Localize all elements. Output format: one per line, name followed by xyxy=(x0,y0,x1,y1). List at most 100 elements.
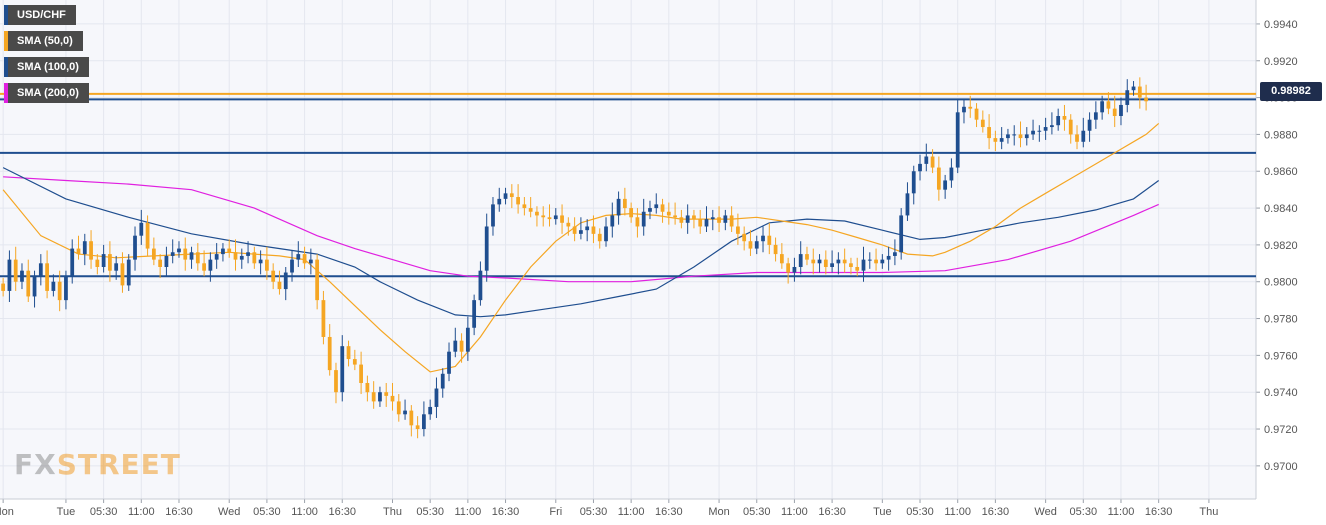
candle-body xyxy=(440,373,445,389)
candle-body xyxy=(729,215,734,227)
candle-body xyxy=(817,259,822,264)
candle-body xyxy=(491,204,495,227)
candle-body xyxy=(296,254,301,260)
candle-body xyxy=(723,215,728,223)
y-tick-label: 0.9820 xyxy=(1264,240,1298,252)
x-tick-label: 05:30 xyxy=(906,506,934,518)
candle-body xyxy=(51,281,56,291)
candle-body xyxy=(779,254,784,264)
candle-body xyxy=(629,208,634,218)
candle-body xyxy=(648,208,652,212)
y-tick-label: 0.9760 xyxy=(1264,350,1298,362)
candle-body xyxy=(1125,90,1130,105)
candle-body xyxy=(271,270,276,282)
legend-label-sma100: SMA (100,0) xyxy=(17,61,79,73)
candle-body xyxy=(610,215,615,227)
candle-body xyxy=(943,180,948,190)
candle-body xyxy=(459,340,464,352)
candle-body xyxy=(616,198,621,216)
candle-body xyxy=(221,248,225,255)
candle-body xyxy=(321,300,326,337)
candle-body xyxy=(1062,116,1067,120)
candle-body xyxy=(315,259,320,301)
candle-body xyxy=(378,392,382,402)
candle-body xyxy=(1068,119,1073,135)
candle-body xyxy=(258,259,263,264)
candle-body xyxy=(246,252,250,256)
candle-body xyxy=(1100,101,1105,113)
candle-body xyxy=(849,263,853,267)
x-tick-label: 11:00 xyxy=(781,506,808,518)
legend-item-usdchf[interactable]: USD/CHF xyxy=(4,5,76,25)
candle-body xyxy=(1,283,6,291)
x-tick-label: 05:30 xyxy=(416,506,444,518)
y-tick-label: 0.9860 xyxy=(1264,166,1298,178)
candle-body xyxy=(139,222,144,236)
candle-body xyxy=(987,127,991,139)
candle-body xyxy=(535,211,539,216)
x-tick-label: 11:00 xyxy=(455,506,482,518)
candle-body xyxy=(352,359,357,365)
candle-body xyxy=(189,252,194,260)
candle-body xyxy=(422,414,426,430)
legend: USD/CHF SMA (50,0) SMA (100,0) SMA (200,… xyxy=(4,5,89,109)
y-tick-label: 0.9740 xyxy=(1264,387,1298,399)
legend-label-usdchf: USD/CHF xyxy=(17,9,66,21)
legend-swatch-sma100 xyxy=(4,57,8,77)
candle-body xyxy=(177,248,181,253)
x-tick-label: 05:30 xyxy=(743,506,771,518)
x-tick-label: Fri xyxy=(549,506,562,518)
y-tick-label: 0.9780 xyxy=(1264,314,1298,326)
candle-body xyxy=(334,370,338,393)
candle-body xyxy=(579,230,583,234)
candle-body xyxy=(1006,134,1010,139)
candle-body xyxy=(403,410,407,415)
candle-body xyxy=(503,193,508,199)
candle-body xyxy=(955,112,960,168)
candle-body xyxy=(880,259,885,264)
candle-body xyxy=(409,410,414,426)
candle-body xyxy=(453,340,458,352)
candle-body xyxy=(836,259,841,264)
y-tick-label: 0.9920 xyxy=(1264,56,1298,68)
candle-body xyxy=(666,211,671,216)
candle-body xyxy=(1112,108,1117,117)
x-tick-label: Tue xyxy=(57,506,76,518)
candle-body xyxy=(1012,134,1017,136)
candle-body xyxy=(227,248,232,253)
candle-body xyxy=(1056,116,1061,126)
legend-item-sma200[interactable]: SMA (200,0) xyxy=(4,83,89,103)
watermark-fx: FX xyxy=(14,448,57,481)
candle-body xyxy=(867,259,872,261)
legend-label-sma50: SMA (50,0) xyxy=(17,35,73,47)
legend-item-sma100[interactable]: SMA (100,0) xyxy=(4,57,89,77)
x-tick-label: 16:30 xyxy=(982,506,1010,518)
candle-body xyxy=(277,281,282,290)
candle-body xyxy=(183,248,188,260)
candle-body xyxy=(980,119,985,128)
candle-body xyxy=(214,254,219,260)
candle-body xyxy=(13,259,18,282)
candle-body xyxy=(283,272,288,290)
candle-body xyxy=(823,259,828,267)
candle-body xyxy=(164,255,169,267)
candle-body xyxy=(710,217,715,220)
legend-item-sma50[interactable]: SMA (50,0) xyxy=(4,31,83,51)
candle-body xyxy=(38,263,43,277)
candle-body xyxy=(962,106,966,113)
candle-body xyxy=(949,167,954,181)
candle-body xyxy=(233,252,238,260)
candle-body xyxy=(26,270,31,297)
candle-body xyxy=(597,233,602,242)
candle-body xyxy=(1075,134,1079,142)
x-tick-label: 16:30 xyxy=(1145,506,1173,518)
candle-body xyxy=(842,259,847,264)
candle-body xyxy=(930,156,935,168)
x-tick-label: 16:30 xyxy=(165,506,193,518)
candle-body xyxy=(874,259,878,264)
candle-body xyxy=(447,351,451,374)
candle-body xyxy=(692,215,696,220)
candle-body xyxy=(622,198,627,209)
candle-body xyxy=(95,259,100,267)
y-tick-label: 0.9880 xyxy=(1264,129,1298,141)
